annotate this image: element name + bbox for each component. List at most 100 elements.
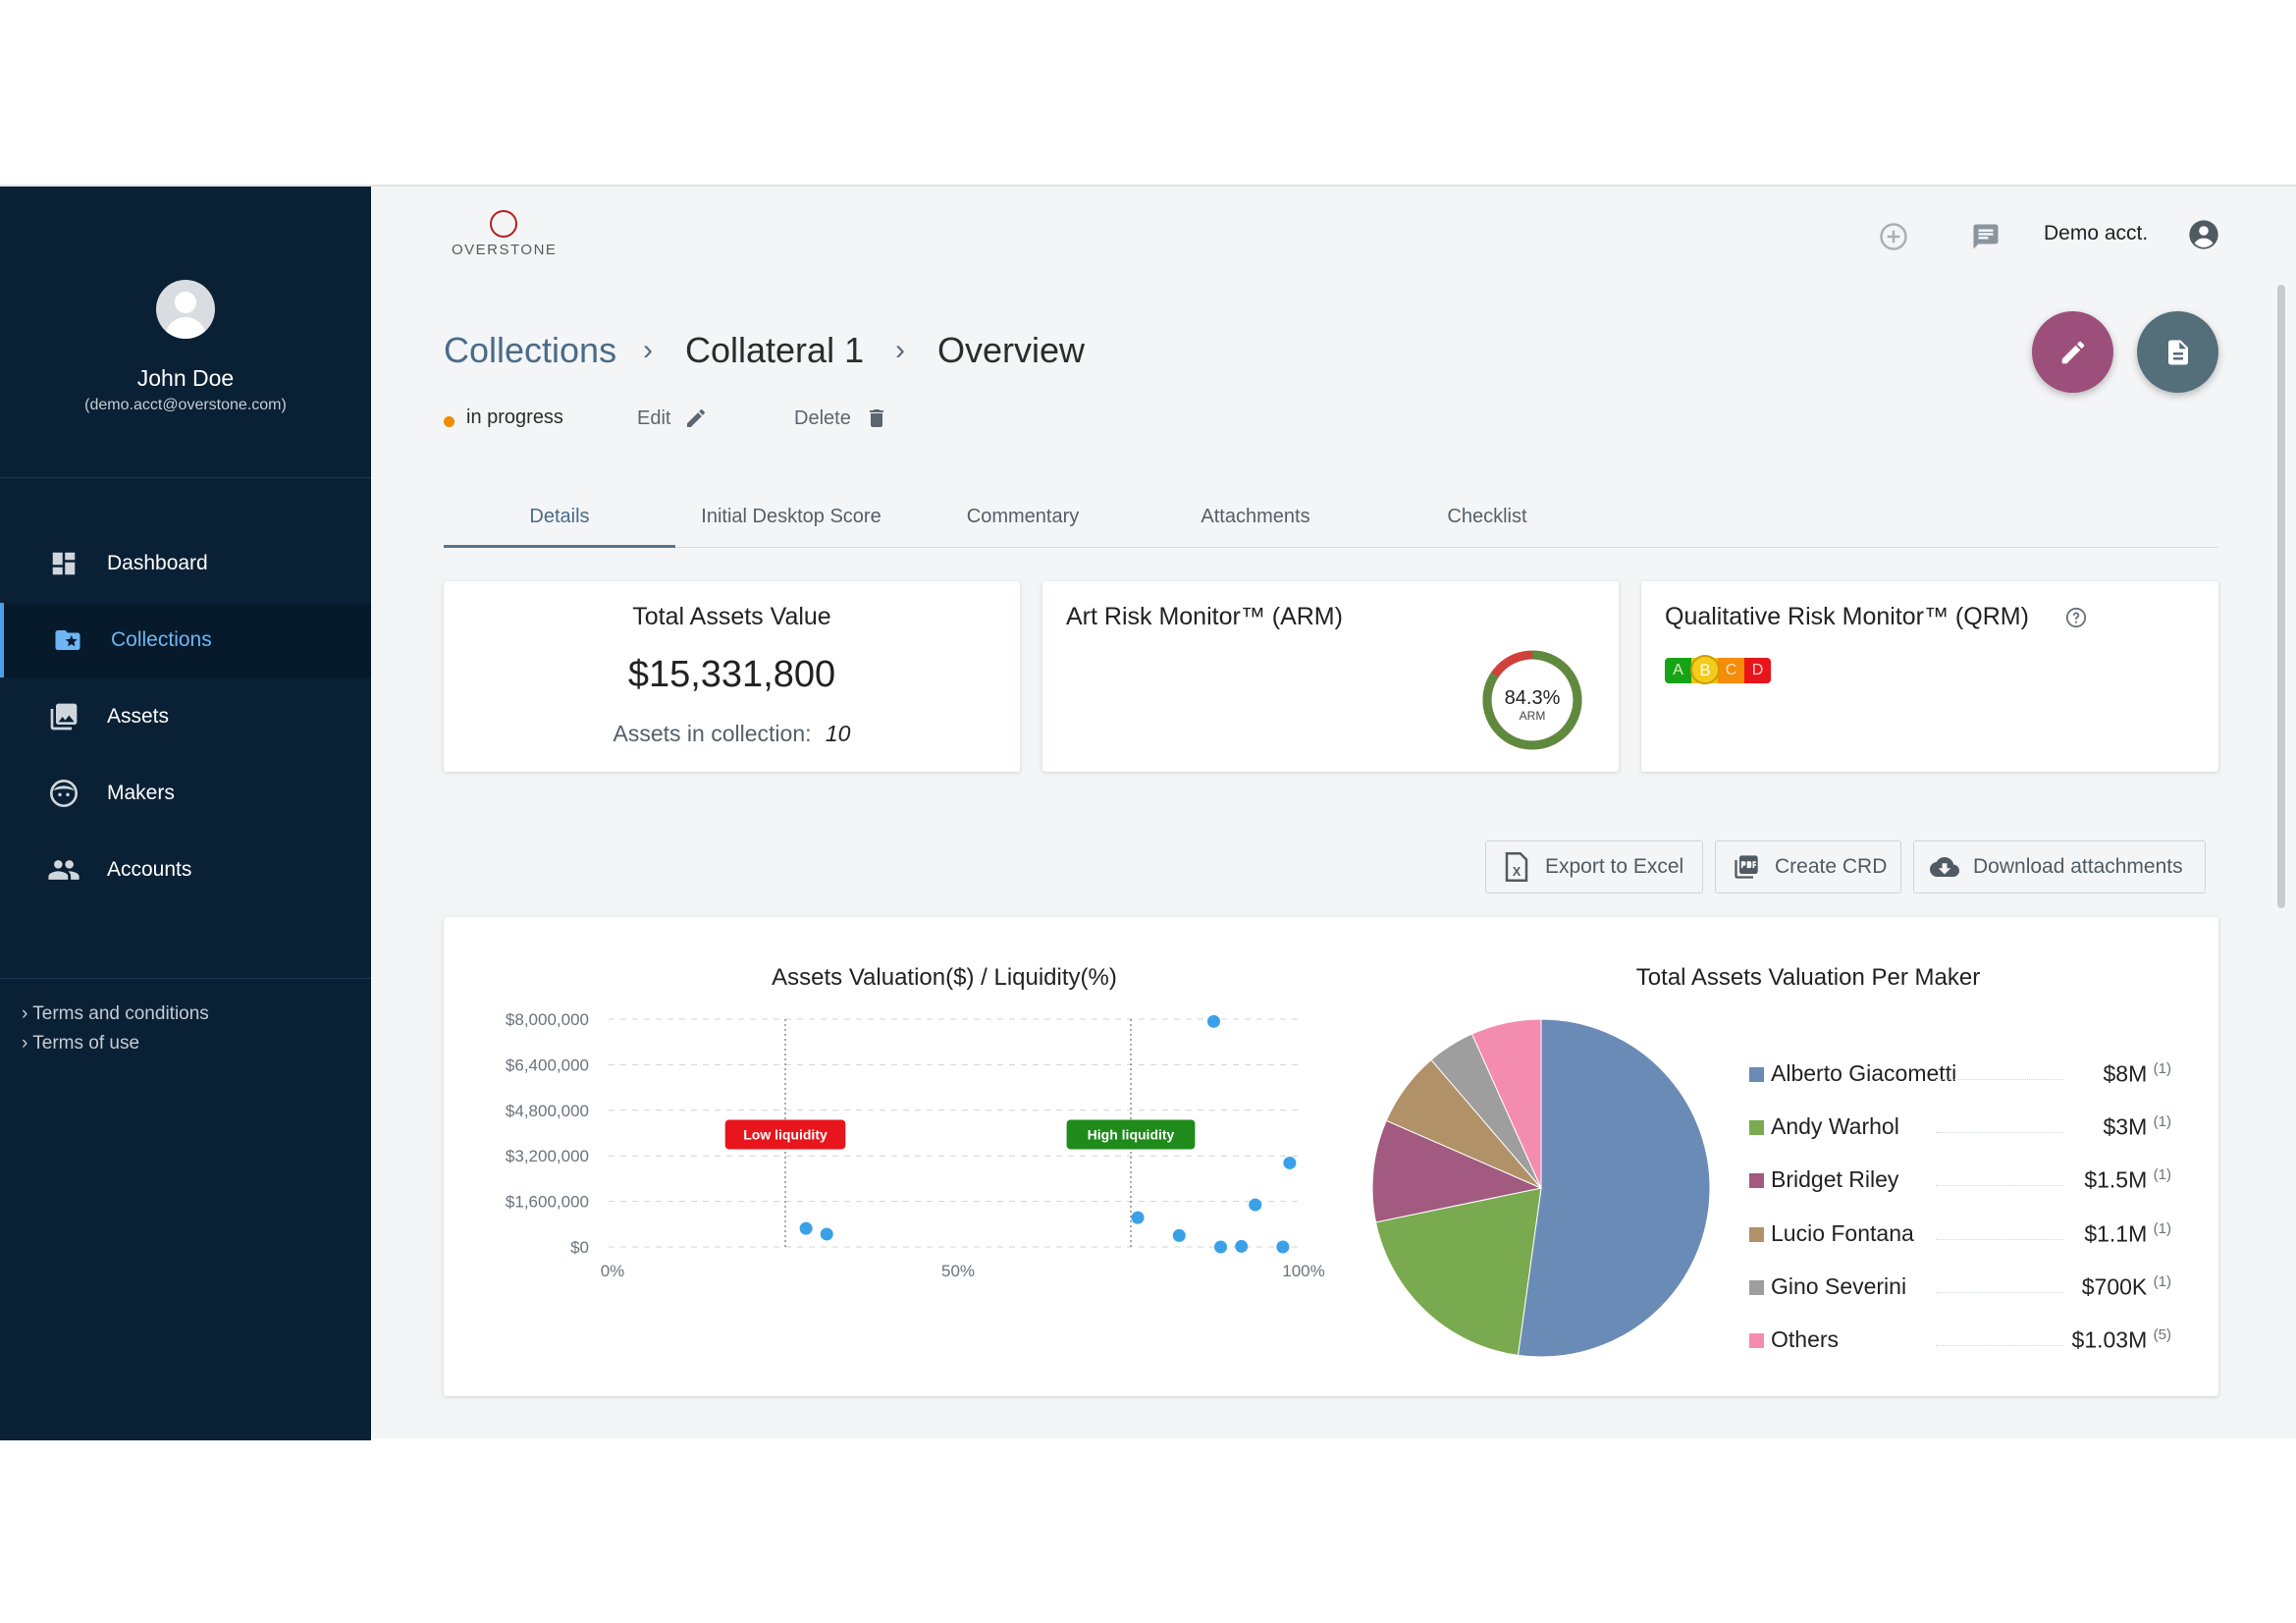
account-name[interactable]: Demo acct. <box>2044 222 2149 244</box>
pie-slice[interactable] <box>1374 1187 1542 1356</box>
qrm-card: Qualitative Risk Monitor™ (QRM) A C D B <box>1641 581 2218 772</box>
legend-count: (1) <box>2153 1272 2171 1290</box>
y-tick-label: $8,000,000 <box>506 1010 589 1029</box>
qrm-grade-b: B <box>1690 655 1720 684</box>
qrm-grade-a: A <box>1665 658 1691 683</box>
chat-icon[interactable] <box>1969 220 2002 253</box>
terms-of-use-link[interactable]: › Terms of use <box>22 1033 140 1054</box>
scatter-point[interactable] <box>1235 1239 1249 1253</box>
total-assets-title: Total Assets Value <box>632 603 831 630</box>
sidebar-divider <box>0 978 371 979</box>
legend-leader <box>1936 1132 2063 1134</box>
add-circle-icon[interactable] <box>1877 220 1910 253</box>
edit-button[interactable]: Edit <box>637 406 708 430</box>
total-assets-value: $15,331,800 <box>627 654 836 695</box>
sidebar-item-label: Dashboard <box>107 552 208 574</box>
sidebar-item-label: Makers <box>107 782 175 804</box>
edit-fab-button[interactable] <box>2032 311 2113 393</box>
arm-gauge-arc <box>1482 650 1582 750</box>
sidebar-item-assets[interactable]: Assets <box>0 679 371 754</box>
download-label: Download attachments <box>1973 855 2183 878</box>
user-email: (demo.acct@overstone.com) <box>84 397 287 413</box>
download-attachments-button[interactable]: Download attachments <box>1913 840 2206 893</box>
legend-leader <box>1936 1079 2063 1080</box>
legend-swatch <box>1749 1173 1764 1189</box>
legend-count: (1) <box>2153 1219 2171 1237</box>
legend-item[interactable]: Alberto Giacometti $8M (1) <box>1749 1055 2171 1095</box>
scatter-point[interactable] <box>1172 1228 1186 1242</box>
account-circle-icon[interactable] <box>2187 218 2220 251</box>
pie-slice[interactable] <box>1470 1018 1542 1189</box>
logo-text: OVERSTONE <box>452 242 558 258</box>
scrollbar[interactable] <box>2277 285 2285 908</box>
arm-value: 84.3% <box>1505 687 1561 709</box>
scatter-point[interactable] <box>1131 1211 1145 1224</box>
sidebar-item-accounts[interactable]: Accounts <box>0 833 371 907</box>
qrm-grade-bar: A C D B <box>1665 655 1771 684</box>
arm-card: Art Risk Monitor™ (ARM) 84.3% ARM <box>1042 581 1619 772</box>
tab-details[interactable]: Details <box>444 495 675 548</box>
legend-count: (1) <box>2153 1113 2171 1131</box>
collections-icon <box>51 623 84 657</box>
scatter-point[interactable] <box>1276 1240 1290 1254</box>
liquidity-badge-label: High liquidity <box>1088 1126 1175 1142</box>
qrm-grade-c: C <box>1718 658 1744 683</box>
app-window: John Doe (demo.acct@overstone.com) Dashb… <box>0 185 2296 1440</box>
scatter-point[interactable] <box>1206 1014 1220 1028</box>
x-tick-label: 100% <box>1282 1262 1324 1280</box>
status-dot <box>444 416 454 427</box>
scatter-point[interactable] <box>1283 1156 1297 1169</box>
chevron-right-icon: › <box>643 334 653 366</box>
user-name: John Doe <box>136 365 235 391</box>
legend-leader <box>1936 1238 2063 1240</box>
legend-item[interactable]: Others $1.03M (5) <box>1749 1322 2171 1361</box>
tab-initial-desktop-score[interactable]: Initial Desktop Score <box>701 506 881 527</box>
legend-count: (1) <box>2153 1166 2171 1184</box>
chevron-right-icon: › <box>895 334 905 366</box>
y-tick-label: $0 <box>570 1238 589 1257</box>
tab-attachments[interactable]: Attachments <box>1201 506 1310 527</box>
breadcrumb-collections[interactable]: Collections <box>444 330 617 370</box>
pie-slice[interactable] <box>1371 1119 1543 1223</box>
overstone-logo[interactable]: OVERSTONE <box>452 210 556 258</box>
pencil-icon <box>2061 341 2084 363</box>
legend-item[interactable]: Gino Severini $700K (1) <box>1749 1269 2171 1308</box>
document-fab-button[interactable] <box>2137 311 2218 393</box>
legend-item[interactable]: Bridget Riley $1.5M (1) <box>1749 1162 2171 1201</box>
crd-label: Create CRD <box>1775 855 1888 878</box>
liquidity-badge <box>724 1119 846 1150</box>
pie-slice[interactable] <box>1517 1018 1711 1358</box>
svg-text:X: X <box>1513 865 1522 879</box>
delete-label: Delete <box>794 406 851 429</box>
legend-value: $700K (1) <box>2081 1272 2171 1300</box>
export-to-excel-button[interactable]: X Export to Excel <box>1485 840 1703 893</box>
status-label: in progress <box>466 406 563 428</box>
terms-and-conditions-link[interactable]: › Terms and conditions <box>22 1003 209 1024</box>
legend-swatch <box>1749 1333 1764 1348</box>
sidebar-item-dashboard[interactable]: Dashboard <box>0 526 371 601</box>
scatter-point[interactable] <box>820 1227 833 1241</box>
delete-button[interactable]: Delete <box>794 406 888 430</box>
scatter-point[interactable] <box>799 1221 813 1235</box>
breadcrumb-collateral[interactable]: Collateral 1 <box>685 330 865 370</box>
y-tick-label: $3,200,000 <box>506 1147 589 1165</box>
scatter-point[interactable] <box>1214 1240 1228 1254</box>
help-icon[interactable] <box>2065 607 2087 633</box>
legend-value: $3M (1) <box>2103 1113 2171 1140</box>
sidebar-item-collections[interactable]: Collections <box>0 603 371 677</box>
legend-name: Lucio Fontana <box>1771 1219 1914 1246</box>
legend-swatch <box>1749 1226 1764 1242</box>
pdf-icon <box>1732 852 1761 882</box>
sidebar: John Doe (demo.acct@overstone.com) Dashb… <box>0 187 371 1440</box>
create-crd-button[interactable]: Create CRD <box>1715 840 1901 893</box>
legend-item[interactable]: Andy Warhol $3M (1) <box>1749 1109 2171 1148</box>
scatter-point[interactable] <box>1249 1198 1262 1212</box>
sidebar-item-label: Assets <box>107 705 170 728</box>
user-avatar-icon[interactable] <box>156 280 215 339</box>
tab-checklist[interactable]: Checklist <box>1447 506 1527 527</box>
tab-commentary[interactable]: Commentary <box>966 506 1080 527</box>
legend-item[interactable]: Lucio Fontana $1.1M (1) <box>1749 1216 2171 1255</box>
y-tick-label: $4,800,000 <box>506 1102 589 1120</box>
sidebar-item-makers[interactable]: Makers <box>0 756 371 831</box>
assets-count-row: Assets in collection: 10 <box>444 721 1020 747</box>
